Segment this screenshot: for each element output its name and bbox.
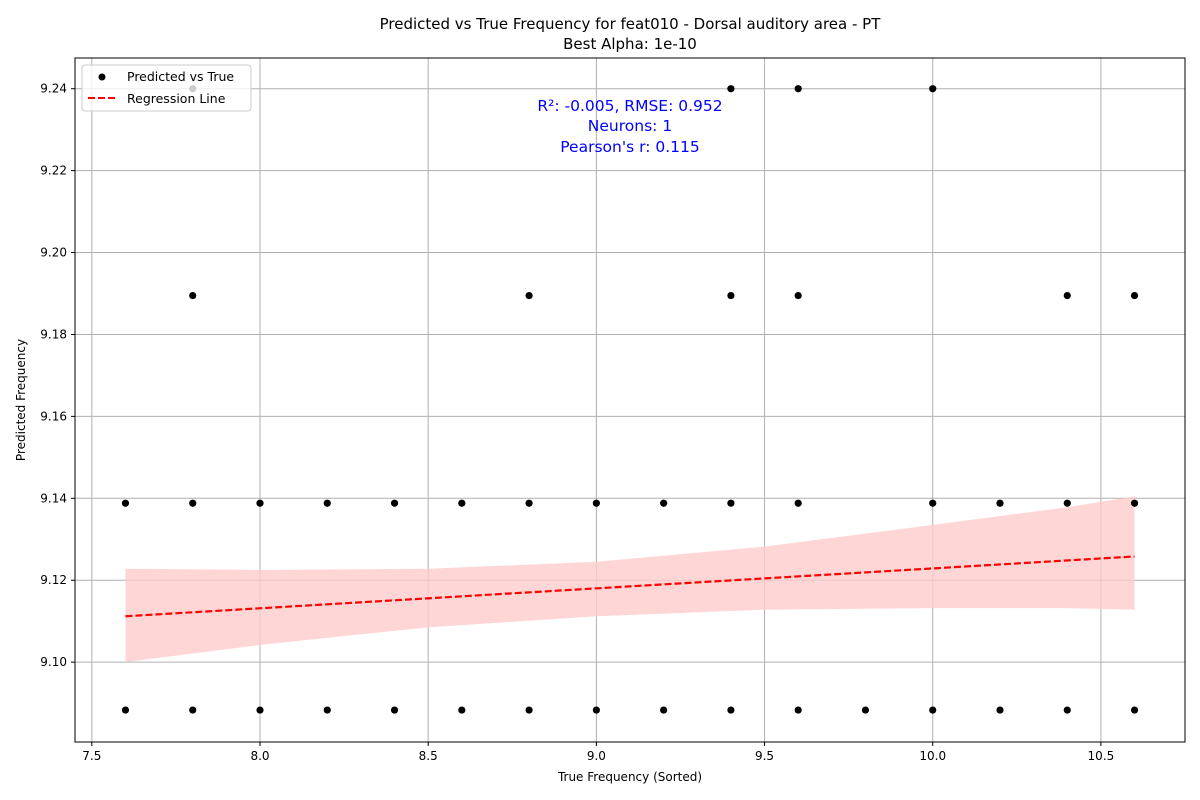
scatter-point xyxy=(1130,499,1139,507)
titles: Predicted vs True Frequency for feat010 … xyxy=(380,15,882,53)
legend-marker-points xyxy=(98,73,106,81)
chart-title: Predicted vs True Frequency for feat010 … xyxy=(380,15,882,33)
scatter-point xyxy=(794,499,802,507)
regression-line xyxy=(125,555,1135,618)
y-tick-label: 9.14 xyxy=(40,491,67,505)
y-tick-label: 9.20 xyxy=(40,246,67,260)
legend-label-points: Predicted vs True xyxy=(127,69,234,84)
scatter-point xyxy=(1130,291,1139,300)
annotation-pearson: Pearson's r: 0.115 xyxy=(560,138,699,156)
scatter-point xyxy=(727,706,735,714)
scatter-point xyxy=(323,706,331,714)
scatter-point xyxy=(189,499,197,507)
y-axis-ticks: 9.10 9.12 9.14 9.16 9.18 9.20 9.22 9.24 xyxy=(40,82,75,669)
confidence-band-area xyxy=(125,496,1135,663)
scatter-point xyxy=(525,706,533,714)
scatter-point xyxy=(458,706,466,714)
confidence-band xyxy=(125,496,1135,663)
scatter-point xyxy=(727,499,735,507)
annotation-r2-rmse: R²: -0.005, RMSE: 0.952 xyxy=(537,97,722,115)
scatter-point xyxy=(121,499,130,507)
scatter-point xyxy=(256,706,264,714)
scatter-points xyxy=(121,85,1139,714)
x-tick-label: 10.5 xyxy=(1088,749,1115,763)
scatter-point xyxy=(929,706,937,714)
scatter-point xyxy=(996,706,1004,714)
scatter-point xyxy=(189,706,197,714)
scatter-point xyxy=(861,706,870,714)
stats-annotation: R²: -0.005, RMSE: 0.952 Neurons: 1 Pears… xyxy=(537,97,722,156)
x-tick-label: 9.5 xyxy=(755,749,774,763)
scatter-point xyxy=(660,706,668,714)
scatter-point xyxy=(1063,291,1071,300)
scatter-point xyxy=(525,499,533,507)
scatter-point xyxy=(794,291,802,300)
scatter-point xyxy=(929,85,937,93)
scatter-point xyxy=(727,85,735,93)
scatter-point xyxy=(121,706,130,714)
scatter-point xyxy=(1063,499,1071,507)
x-tick-label: 10.0 xyxy=(919,749,946,763)
y-tick-label: 9.10 xyxy=(40,655,67,669)
x-tick-label: 8.0 xyxy=(250,749,269,763)
scatter-point xyxy=(1130,706,1139,714)
grid xyxy=(75,58,1185,742)
scatter-point xyxy=(660,499,668,507)
scatter-point xyxy=(458,499,466,507)
x-axis-label: True Frequency (Sorted) xyxy=(557,770,702,784)
legend: Predicted vs True Regression Line xyxy=(81,64,252,112)
scatter-point xyxy=(727,291,735,300)
legend-box xyxy=(81,64,252,112)
regression-line-layer xyxy=(125,555,1135,618)
scatter-point xyxy=(592,706,600,714)
y-tick-label: 9.22 xyxy=(40,164,67,178)
scatter-point xyxy=(189,291,197,300)
x-tick-label: 8.5 xyxy=(419,749,438,763)
y-tick-label: 9.12 xyxy=(40,573,67,587)
scatter-point xyxy=(929,499,937,507)
scatter-point xyxy=(592,499,600,507)
annotation-neurons: Neurons: 1 xyxy=(588,117,672,135)
scatter-point xyxy=(256,499,264,507)
scatter-point xyxy=(525,291,533,300)
scatter-point xyxy=(996,499,1004,507)
legend-label-regression: Regression Line xyxy=(127,91,226,106)
scatter-point xyxy=(794,85,802,93)
scatter-point xyxy=(794,706,802,714)
x-axis-ticks: 7.5 8.0 8.5 9.0 9.5 10.0 10.5 xyxy=(82,742,1114,763)
y-tick-label: 9.18 xyxy=(40,327,67,341)
y-axis-label: Predicted Frequency xyxy=(14,339,28,461)
scatter-point xyxy=(323,499,331,507)
y-tick-label: 9.24 xyxy=(40,82,67,96)
y-tick-label: 9.16 xyxy=(40,409,67,423)
scatter-point xyxy=(390,706,399,714)
x-tick-label: 7.5 xyxy=(82,749,101,763)
plot-frame xyxy=(74,57,1186,743)
scatter-point xyxy=(1063,706,1071,714)
chart-subtitle: Best Alpha: 1e-10 xyxy=(563,35,697,53)
x-tick-label: 9.0 xyxy=(587,749,606,763)
scatter-point xyxy=(390,499,399,507)
